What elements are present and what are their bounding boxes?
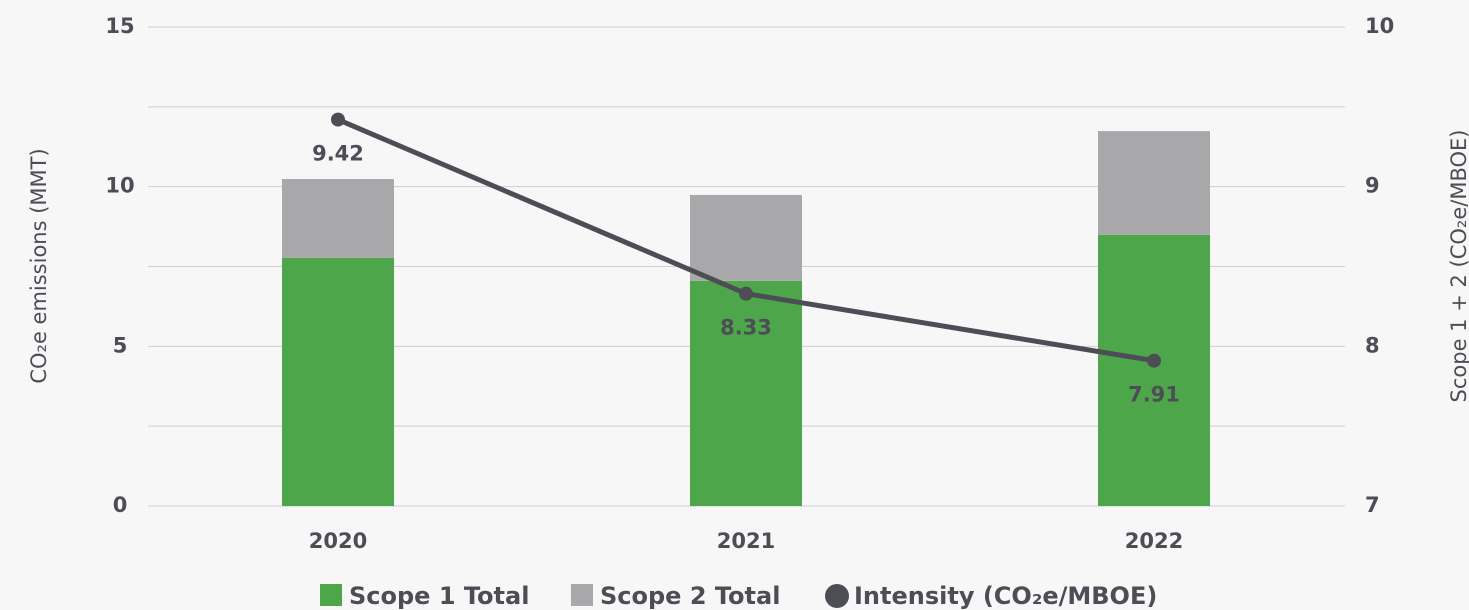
bar xyxy=(282,179,394,258)
legend-marker xyxy=(320,584,342,606)
bar xyxy=(690,194,802,281)
legend-marker xyxy=(825,584,849,608)
line-point xyxy=(331,112,345,127)
x-tick-label: 2020 xyxy=(309,529,367,553)
x-tick-label: 2021 xyxy=(717,529,775,553)
legend-label: Scope 2 Total xyxy=(600,582,780,610)
data-label: 8.33 xyxy=(720,316,772,340)
y-tick-label: 10 xyxy=(105,174,134,198)
y-tick-label: 5 xyxy=(113,333,128,357)
data-label: 9.42 xyxy=(312,142,364,166)
data-label: 7.91 xyxy=(1128,383,1180,407)
x-tick-label: 2022 xyxy=(1125,529,1183,553)
y-tick-label: 0 xyxy=(113,493,128,517)
line-point xyxy=(1147,353,1161,368)
bar xyxy=(1098,131,1210,235)
y-axis-label: CO₂e emissions (MMT) xyxy=(27,148,51,383)
y-tick-label: 15 xyxy=(105,14,134,38)
legend-label: Scope 1 Total xyxy=(349,582,529,610)
y2-tick-label: 10 xyxy=(1365,14,1394,38)
line-point xyxy=(739,286,753,301)
bar xyxy=(282,257,394,506)
y2-tick-label: 9 xyxy=(1365,174,1380,198)
y2-tick-label: 8 xyxy=(1365,333,1380,357)
bar xyxy=(690,280,802,506)
y2-tick-label: 7 xyxy=(1365,493,1380,517)
legend-label: Intensity (CO₂e/MBOE) xyxy=(854,582,1157,610)
legend-marker xyxy=(571,584,593,606)
y2-axis-label: Scope 1 + 2 (CO₂e/MBOE) xyxy=(1447,130,1469,403)
bar xyxy=(1098,234,1210,507)
